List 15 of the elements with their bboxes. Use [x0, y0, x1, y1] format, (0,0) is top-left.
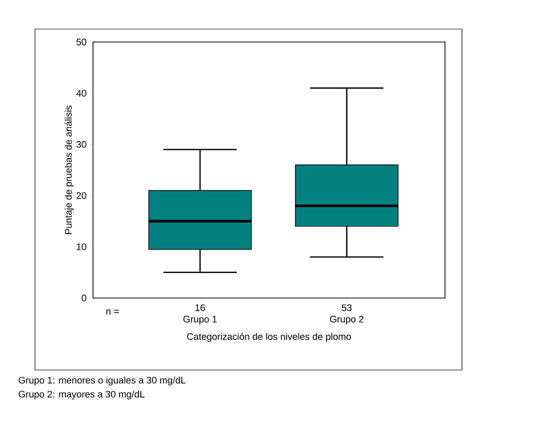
y-axis-title: Puntaje de pruebas de análisis	[64, 106, 74, 234]
x-tick-label: Grupo 2	[330, 316, 364, 324]
text: Grupo 1: menores o iguales a 30 mg/dL	[18, 376, 186, 386]
y-tick-label: 0	[82, 294, 86, 302]
text: n =	[106, 309, 119, 315]
text: 53	[342, 304, 352, 312]
x-tick-label: Grupo 1	[183, 316, 217, 324]
y-tick-label: 30	[76, 141, 86, 148]
text: Grupo 2: mayores a 30 mg/dL	[18, 390, 144, 400]
y-tick-label: 50	[76, 38, 86, 46]
y-tick-label: 20	[76, 192, 86, 199]
x-axis-title: Categorización de los niveles de plomo	[187, 332, 351, 342]
text: 16	[196, 304, 205, 312]
y-tick-label: 10	[76, 243, 86, 250]
y-tick-label: 40	[76, 90, 86, 97]
